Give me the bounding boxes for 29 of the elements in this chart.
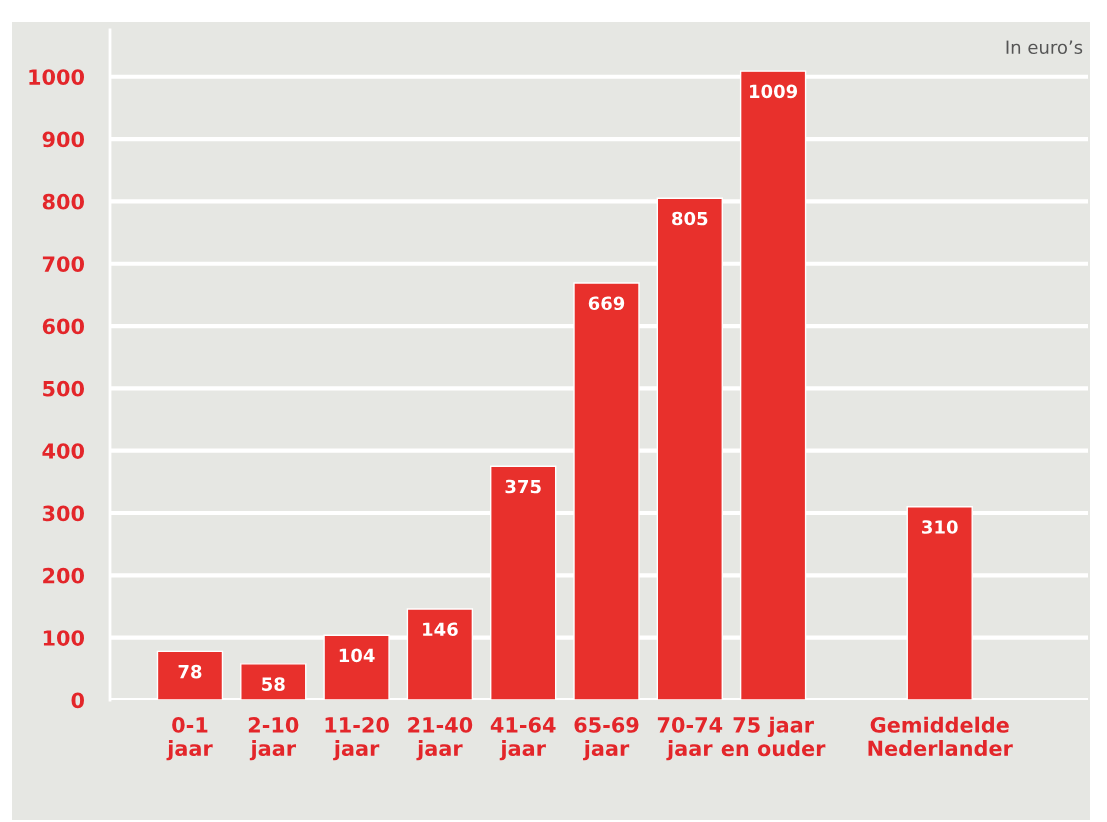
- data-label: 104: [339, 648, 375, 663]
- y-tick-label: 500: [43, 380, 84, 397]
- y-tick-label: 300: [42, 505, 84, 522]
- x-tick-label: 11-20 jaar: [325, 717, 389, 761]
- x-tick-label: 21-40 jaar: [408, 717, 473, 761]
- y-tick-label: 200: [43, 567, 84, 584]
- x-tick-label: 2-10 jaar: [248, 717, 299, 761]
- text: In euro’s: [1006, 40, 1083, 55]
- data-label: 310: [922, 520, 958, 534]
- x-tick-label: 75 jaar en ouder: [721, 716, 826, 757]
- data-label: 78: [178, 664, 202, 679]
- x-tick-label: 65-69 jaar: [574, 717, 639, 761]
- y-tick-label: 800: [42, 193, 84, 210]
- data-label: 1009: [750, 84, 798, 99]
- y-tick-label: 100: [43, 630, 84, 646]
- y-tick-label: 400: [42, 443, 84, 459]
- data-label: 375: [505, 479, 541, 494]
- data-label: 805: [672, 211, 708, 226]
- x-tick-label: Gemiddelde Nederlander: [868, 716, 1013, 757]
- x-tick-label: 0-1 jaar: [166, 717, 213, 761]
- data-label: 669: [588, 296, 625, 311]
- y-tick-label: 700: [42, 256, 84, 272]
- y-tick-label: 1000: [29, 69, 85, 85]
- y-tick-label: 900: [42, 131, 84, 148]
- x-tick-label: 41-64 jaar: [490, 717, 556, 761]
- y-tick-label: 0: [71, 692, 84, 709]
- data-label: 58: [262, 677, 285, 691]
- y-tick-label: 600: [42, 318, 84, 335]
- data-label: 146: [423, 622, 458, 637]
